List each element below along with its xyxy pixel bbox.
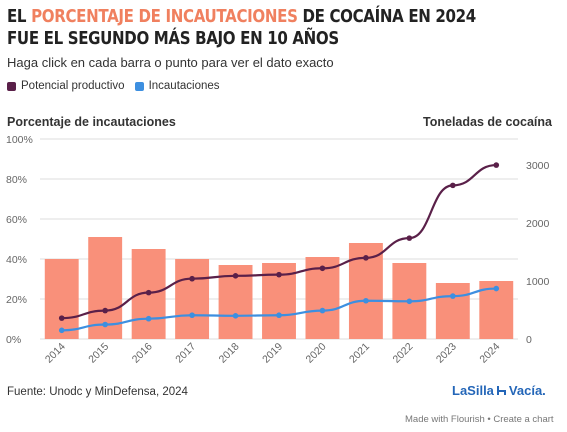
x-tick-label: 2020 <box>304 341 329 366</box>
left-tick-label: 40% <box>6 254 27 266</box>
x-tick-label: 2024 <box>477 341 502 366</box>
left-axis-title: Porcentaje de incautaciones <box>7 115 176 129</box>
title-highlight: porcentaje de incautaciones <box>31 7 298 27</box>
bar[interactable] <box>435 283 470 339</box>
left-tick-label: 0% <box>6 334 21 346</box>
title-prefix: El <box>7 7 27 27</box>
left-tick-label: 80% <box>6 174 27 186</box>
brand-logo[interactable]: LaSilla Vacía. <box>452 383 546 398</box>
legend-label-incautaciones: Incautaciones <box>148 80 220 92</box>
title-suffix: de cocaína en 2024 fue el segundo más ba… <box>7 7 476 49</box>
x-tick-label: 2018 <box>217 341 242 366</box>
point-potencial[interactable] <box>450 182 456 189</box>
source-note: Fuente: Unodc y MinDefensa, 2024 <box>7 386 188 398</box>
point-potencial[interactable] <box>102 307 108 314</box>
point-incautaciones[interactable] <box>189 312 195 319</box>
point-potencial[interactable] <box>58 315 65 321</box>
legend-item-incautaciones[interactable]: Incautaciones <box>134 80 220 92</box>
point-potencial[interactable] <box>189 275 195 282</box>
x-tick-label: 2023 <box>434 341 459 366</box>
chart-subtitle: Haga click en cada barra o punto para ve… <box>7 55 334 70</box>
legend-swatch-potencial <box>7 81 16 91</box>
point-incautaciones[interactable] <box>145 315 152 322</box>
flourish-footer: Made with Flourish • Create a chart <box>405 414 554 425</box>
legend-swatch-incautaciones <box>134 81 144 91</box>
point-potencial[interactable] <box>493 162 500 168</box>
x-tick-label: 2015 <box>86 341 111 366</box>
point-potencial[interactable] <box>319 265 326 272</box>
point-potencial[interactable] <box>406 235 413 241</box>
x-tick-label: 2016 <box>130 341 155 366</box>
create-chart-link[interactable]: Create a chart <box>493 414 554 425</box>
point-incautaciones[interactable] <box>319 307 326 314</box>
right-tick-label: 1000 <box>526 276 550 288</box>
point-incautaciones[interactable] <box>363 297 369 304</box>
point-incautaciones[interactable] <box>232 313 239 319</box>
footer-separator: • <box>487 414 491 425</box>
x-tick-label: 2019 <box>260 341 285 366</box>
bar[interactable] <box>44 259 79 339</box>
made-with-flourish-link[interactable]: Made with Flourish <box>405 414 485 425</box>
left-tick-label: 100% <box>6 134 33 146</box>
point-incautaciones[interactable] <box>276 312 282 319</box>
legend-item-potencial[interactable]: Potencial productivo <box>7 80 125 92</box>
point-potencial[interactable] <box>145 289 152 296</box>
left-tick-label: 60% <box>6 214 27 226</box>
x-tick-label: 2021 <box>347 341 372 366</box>
point-incautaciones[interactable] <box>102 321 108 328</box>
point-incautaciones[interactable] <box>493 285 500 292</box>
chart-title: El porcentaje de incautaciones de cocaín… <box>7 6 482 50</box>
point-incautaciones[interactable] <box>58 327 65 334</box>
legend: Potencial productivo Incautaciones <box>7 80 220 92</box>
point-potencial[interactable] <box>232 273 239 279</box>
legend-label-potencial: Potencial productivo <box>21 80 125 92</box>
chair-icon <box>496 386 506 395</box>
brand-name-part1: LaSilla <box>452 383 494 398</box>
point-potencial[interactable] <box>276 271 282 278</box>
right-tick-label: 3000 <box>526 160 550 172</box>
left-tick-label: 20% <box>6 294 27 306</box>
x-tick-label: 2014 <box>43 341 68 366</box>
point-incautaciones[interactable] <box>406 298 413 305</box>
x-tick-label: 2022 <box>390 341 415 366</box>
right-tick-label: 2000 <box>526 218 550 230</box>
right-axis-title: Toneladas de cocaína <box>423 115 552 129</box>
x-tick-label: 2017 <box>173 341 198 366</box>
brand-name-part2: Vacía. <box>508 383 546 398</box>
point-incautaciones[interactable] <box>450 293 456 299</box>
point-potencial[interactable] <box>363 255 369 261</box>
right-tick-label: 0 <box>526 334 532 346</box>
bar[interactable] <box>175 259 210 339</box>
